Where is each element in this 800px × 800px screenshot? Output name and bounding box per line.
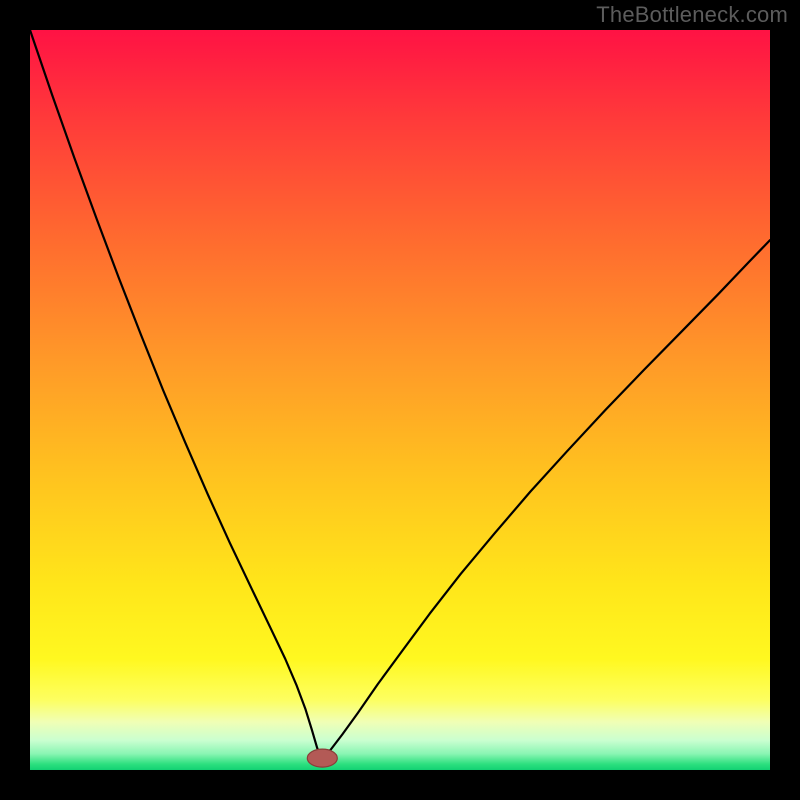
optimal-point-marker: [307, 749, 337, 767]
bottleneck-chart: [0, 0, 800, 800]
chart-frame: TheBottleneck.com: [0, 0, 800, 800]
watermark-text: TheBottleneck.com: [596, 2, 788, 28]
plot-background: [30, 30, 770, 770]
